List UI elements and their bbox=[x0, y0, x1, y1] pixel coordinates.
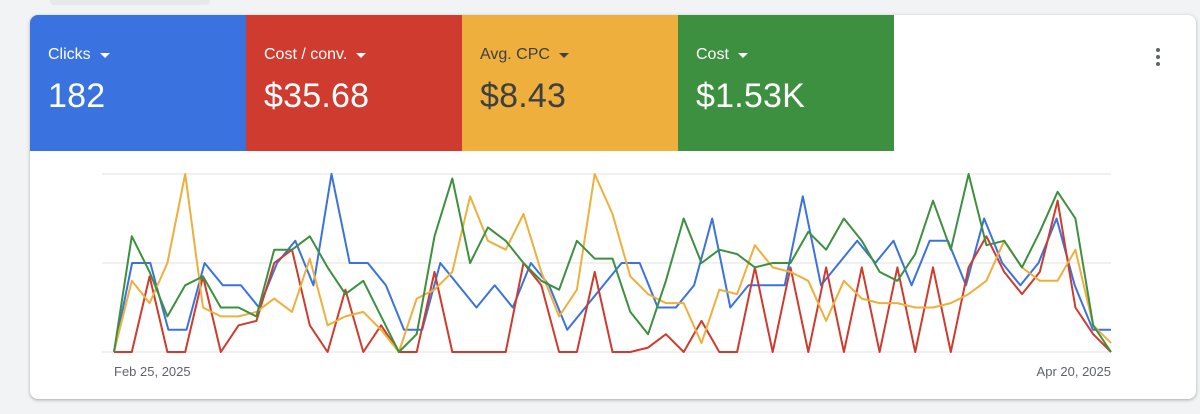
series-line-3 bbox=[113, 173, 1112, 353]
metric-label: Cost / conv. bbox=[264, 46, 348, 63]
x-axis-end-label: Apr 20, 2025 bbox=[1037, 364, 1111, 379]
series-lines bbox=[113, 173, 1112, 353]
metric-tile-clicks[interactable]: Clicks 182 bbox=[30, 15, 246, 151]
metric-value: $1.53K bbox=[696, 77, 805, 115]
metric-tile-cost-per-conv[interactable]: Cost / conv. $35.68 bbox=[246, 15, 462, 151]
metric-tile-avg-cpc[interactable]: Avg. CPC $8.43 bbox=[462, 15, 678, 151]
dropdown-caret-icon bbox=[558, 52, 569, 58]
metric-value: $8.43 bbox=[480, 77, 567, 115]
more-options-icon[interactable] bbox=[1146, 45, 1170, 69]
x-axis-start-label: Feb 25, 2025 bbox=[114, 364, 191, 379]
metric-tile-cost[interactable]: Cost $1.53K bbox=[678, 15, 894, 151]
performance-line-chart: Feb 25, 2025 Apr 20, 2025 bbox=[102, 173, 1112, 379]
metric-label: Clicks bbox=[48, 46, 91, 63]
dropdown-caret-icon bbox=[99, 52, 110, 58]
metric-label: Avg. CPC bbox=[480, 46, 550, 63]
metric-tiles: Clicks 182 Cost / conv. $35.68 Avg. CPC … bbox=[30, 15, 894, 151]
top-sliver bbox=[50, 0, 210, 5]
series-line-2 bbox=[113, 173, 1112, 353]
series-line-1 bbox=[114, 199, 1112, 353]
metric-value: $35.68 bbox=[264, 77, 370, 115]
dropdown-caret-icon bbox=[356, 52, 367, 58]
performance-card: Clicks 182 Cost / conv. $35.68 Avg. CPC … bbox=[30, 15, 1196, 399]
dropdown-caret-icon bbox=[737, 52, 748, 58]
metric-value: 182 bbox=[48, 77, 106, 115]
metric-label: Cost bbox=[696, 46, 729, 63]
